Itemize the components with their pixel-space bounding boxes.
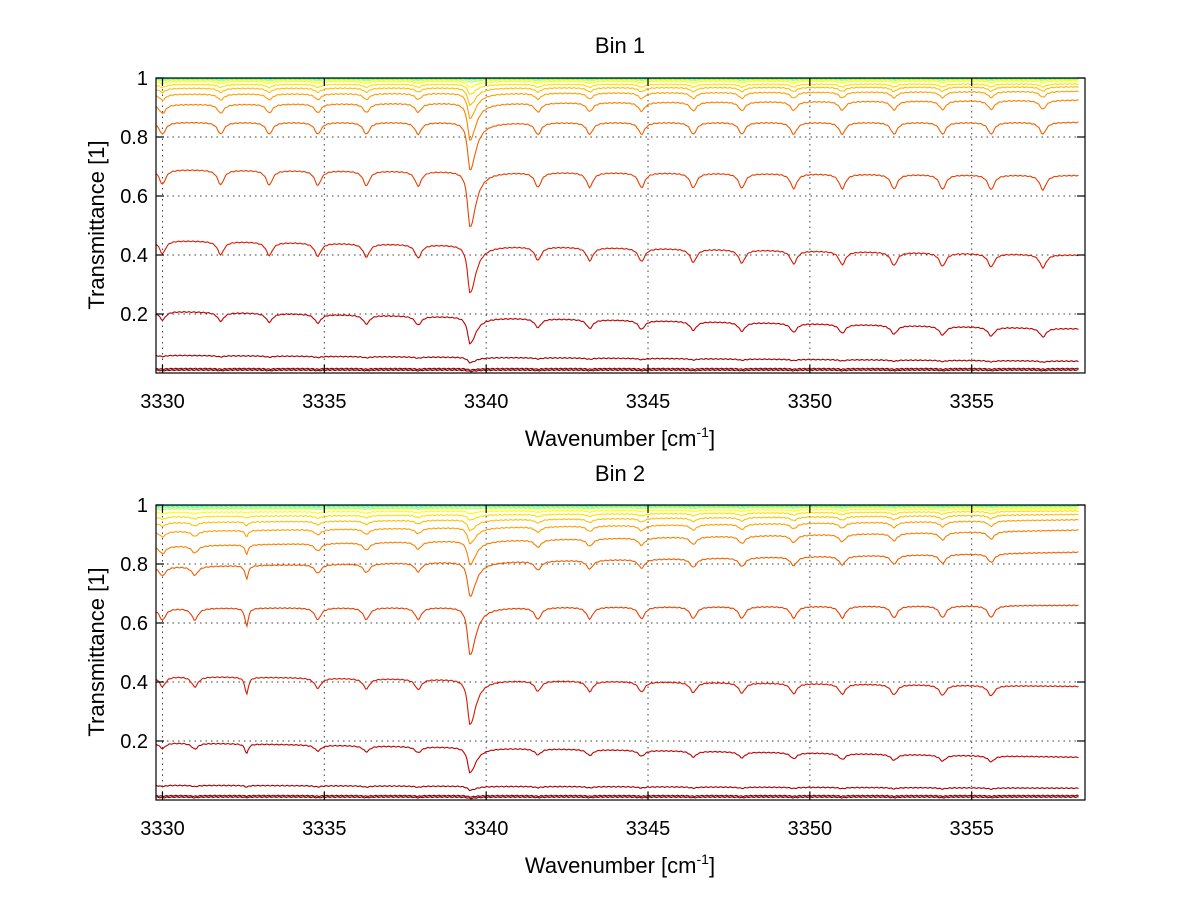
series-line	[155, 507, 1079, 515]
series-line	[155, 121, 1079, 171]
series-line	[155, 85, 1079, 107]
series-line	[155, 513, 1079, 532]
series-line	[155, 742, 1079, 774]
y-tick-label: 0.8	[120, 127, 148, 149]
series-line	[155, 509, 1079, 521]
series-line	[155, 604, 1079, 655]
y-tick-label: 0.4	[120, 672, 148, 694]
chart-panel-bin-2: Bin 2 3330 3335 3340 3345 3350 3355 0.2 0.4 0.6 0…	[84, 461, 1086, 878]
y-tick-label: 1	[137, 495, 148, 517]
x-axis-label: Wavenumber [cm-1]	[525, 851, 715, 878]
series-line	[155, 796, 1079, 800]
x-tick-label: 3330	[140, 818, 185, 840]
x-tick-label: 3345	[626, 818, 671, 840]
series-line	[155, 99, 1079, 141]
series-line	[155, 169, 1079, 227]
y-tick-label: 0.2	[120, 304, 148, 326]
x-axis-label-superscript: -1	[697, 851, 710, 867]
x-tick-label: 3355	[949, 818, 994, 840]
series-line	[155, 240, 1079, 294]
x-tick-label: 3355	[949, 391, 994, 413]
x-axis-label-main: Wavenumber [cm	[525, 426, 697, 451]
tick-group: 3330 3335 3340 3345 3350 3355 0.2 0.4 0.6 0.8 1	[120, 495, 1085, 840]
y-tick-label: 0.4	[120, 245, 148, 267]
series-line	[155, 504, 1079, 509]
axes-frame	[155, 77, 1086, 374]
x-tick-label: 3330	[140, 391, 185, 413]
axes-frame	[155, 504, 1086, 801]
y-axis-label: Transmittance [1]	[84, 140, 109, 309]
series-line	[155, 354, 1079, 364]
chart-title: Bin 1	[595, 33, 645, 58]
series-line	[155, 79, 1079, 88]
series-line	[155, 78, 1079, 83]
series-line	[155, 676, 1079, 726]
series-line	[155, 77, 1079, 81]
grid-lines	[156, 504, 1085, 800]
x-axis-label-end: ]	[709, 426, 715, 451]
series-group	[155, 77, 1079, 373]
y-tick-label: 1	[137, 68, 148, 90]
series-line	[155, 518, 1079, 545]
x-axis-label: Wavenumber [cm-1]	[525, 424, 715, 451]
x-axis-label-end: ]	[709, 853, 715, 878]
series-line	[155, 90, 1079, 120]
x-tick-label: 3335	[302, 391, 347, 413]
series-line	[155, 505, 1079, 511]
series-line	[155, 551, 1079, 597]
x-tick-label: 3335	[302, 818, 347, 840]
tick-group: 3330 3335 3340 3345 3350 3355 0.2 0.4 0.6 0.8 1	[120, 68, 1085, 413]
series-line	[155, 82, 1079, 96]
x-axis-label-main: Wavenumber [cm	[525, 853, 697, 878]
x-tick-label: 3350	[788, 818, 833, 840]
series-line	[155, 369, 1079, 373]
y-tick-label: 0.8	[120, 554, 148, 576]
series-group	[155, 504, 1079, 800]
series-line	[155, 367, 1079, 371]
chart-title: Bin 2	[595, 461, 645, 486]
y-tick-label: 0.6	[120, 613, 148, 635]
x-axis-label-superscript: -1	[697, 424, 710, 440]
x-tick-label: 3340	[464, 818, 509, 840]
y-tick-label: 0.6	[120, 186, 148, 208]
x-tick-label: 3350	[788, 391, 833, 413]
chart-panel-bin-1: Bin 1 3330 3335 3340 3345 3350 3355 0.2 0.4 0.6 0…	[84, 33, 1086, 451]
series-line	[155, 794, 1079, 798]
series-line	[155, 311, 1079, 345]
series-line	[155, 784, 1079, 792]
y-axis-label: Transmittance [1]	[84, 567, 109, 736]
x-tick-label: 3345	[626, 391, 671, 413]
series-line	[155, 529, 1079, 566]
x-tick-label: 3340	[464, 391, 509, 413]
y-tick-label: 0.2	[120, 731, 148, 753]
